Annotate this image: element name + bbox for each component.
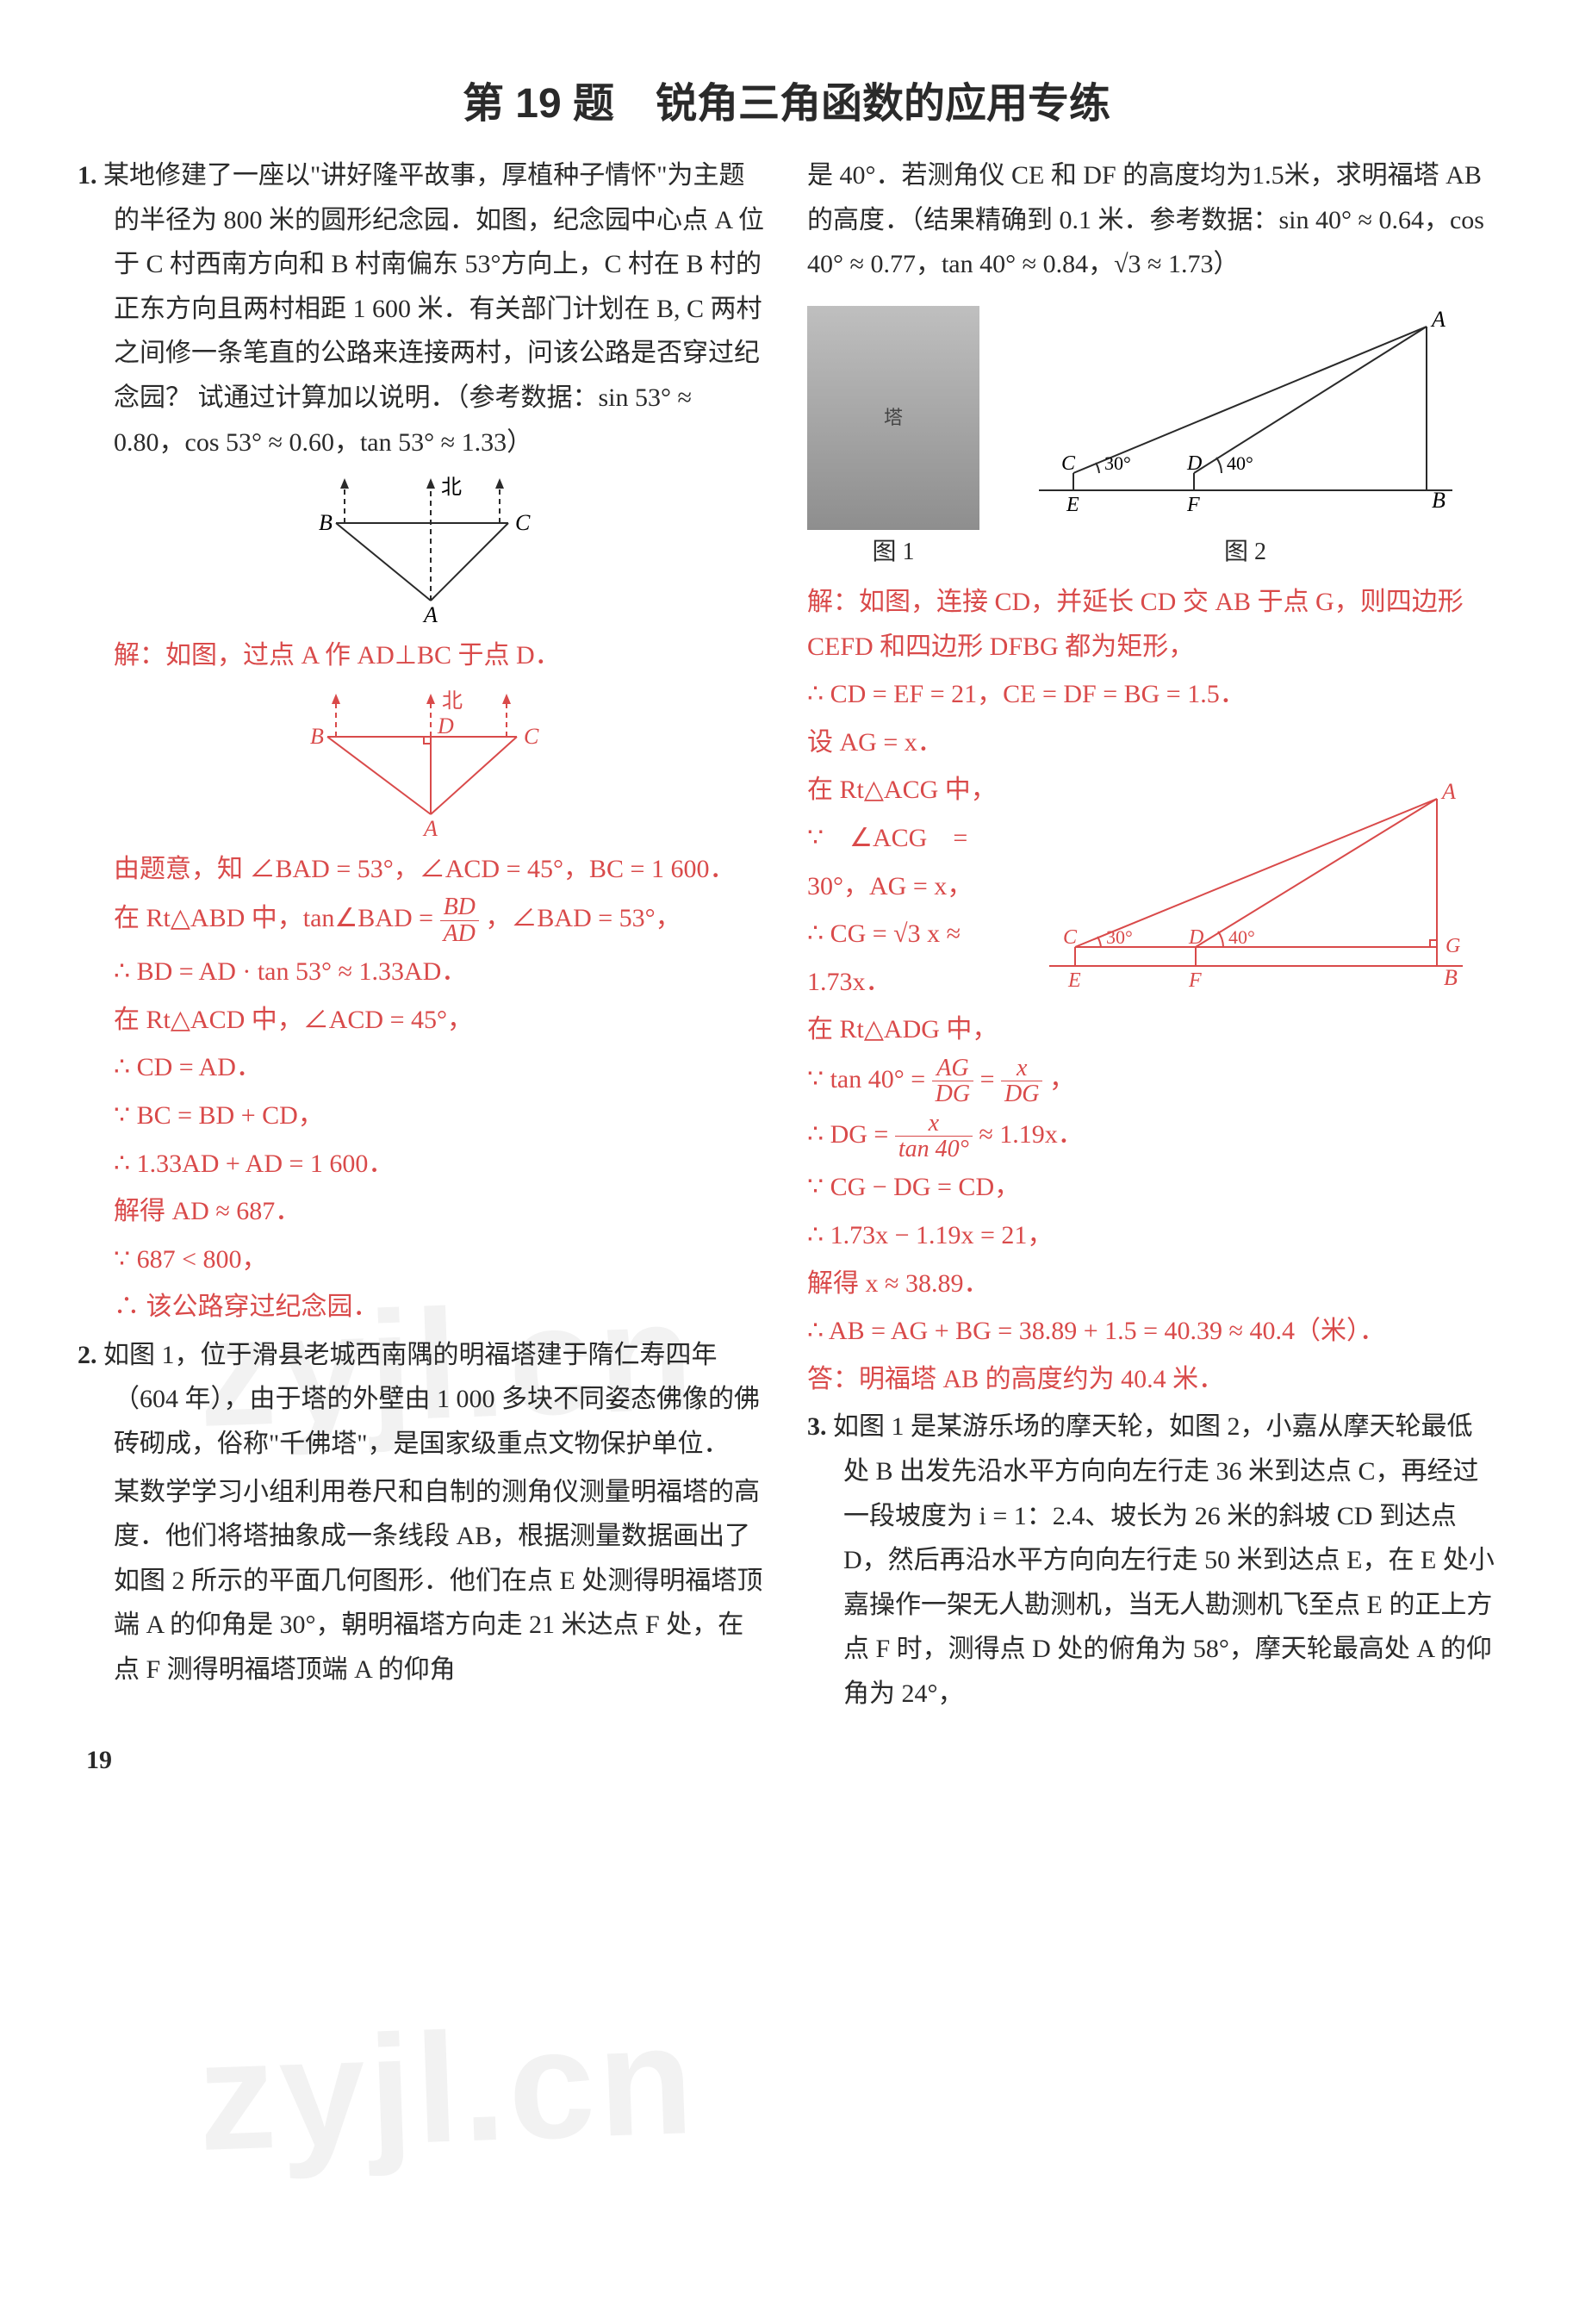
svg-text:A: A (1430, 307, 1446, 332)
solution-diagram: C D A B G E F 30° 40° (1016, 768, 1495, 1006)
diagram-1b: 北 B C D A (78, 685, 766, 840)
sol-lead-2: 解：如图，连接 CD，并延长 CD 交 AB 于点 G，则四边形 CEFD 和四… (807, 580, 1495, 669)
content-columns: 1. 某地修建了一座以"讲好隆平故事，厚植种子情怀"为主题的半径为 800 米的… (78, 153, 1495, 1720)
sol-line: 答：明福塔 AB 的高度约为 40.4 米． (807, 1357, 1495, 1402)
sol-line: 在 Rt△ACD 中，∠ACD = 45°， (78, 998, 766, 1043)
svg-text:C: C (515, 510, 531, 535)
fig2-label: 图 2 (995, 532, 1495, 573)
sol-line: ∴ CG = √3 x ≈ (807, 912, 1005, 956)
north-label: 北 (441, 476, 462, 499)
svg-text:F: F (1186, 494, 1200, 516)
svg-text:C: C (524, 724, 539, 749)
sol-line: ∵ CG − DG = CD， (807, 1165, 1495, 1210)
sol-line: ∵ tan 40° = AGDG = xDG ， (807, 1056, 1495, 1107)
problem-number: 1. (78, 161, 97, 190)
sol-line: ∴ 1.73x − 1.19x = 21， (807, 1213, 1495, 1258)
sol-line: 由题意，知 ∠BAD = 53°，∠ACD = 45°，BC = 1 600． (78, 847, 766, 892)
svg-text:D: D (1186, 452, 1202, 475)
sol-line: 解得 AD ≈ 687． (78, 1189, 766, 1234)
sol-line: 解得 x ≈ 38.89． (807, 1262, 1495, 1306)
problem-2-cont: 是 40°．若测角仪 CE 和 DF 的高度均为1.5米，求明福塔 AB 的高度… (807, 153, 1495, 287)
sol-line: ∴ 该公路穿过纪念园． (78, 1285, 766, 1330)
svg-text:30°: 30° (1106, 926, 1133, 948)
figure-2: C D A B E F 30° 40° 图 2 (995, 294, 1495, 573)
svg-text:40°: 40° (1227, 452, 1253, 474)
sol-line: ∵ BC = BD + CD， (78, 1093, 766, 1138)
problem-3: 3. 如图 1 是某游乐场的摩天轮，如图 2，小嘉从摩天轮最低处 B 出发先沿水… (807, 1405, 1495, 1716)
figure-1: 塔 图 1 (807, 306, 979, 573)
svg-text:B: B (319, 510, 333, 535)
svg-text:F: F (1188, 969, 1202, 992)
problem-1-body: 某地修建了一座以"讲好隆平故事，厚植种子情怀"为主题的半径为 800 米的圆形纪… (103, 161, 764, 457)
svg-text:40°: 40° (1228, 926, 1255, 948)
watermark: zyjl.cn (196, 1991, 699, 2186)
diagram-1a: 北 B C A (78, 471, 766, 626)
left-column: 1. 某地修建了一座以"讲好隆平故事，厚植种子情怀"为主题的半径为 800 米的… (78, 153, 766, 1720)
sol-line: 1.73x． (807, 960, 1005, 1005)
sol-line: 在 Rt△ADG 中， (807, 1007, 1005, 1052)
svg-text:G: G (1446, 935, 1460, 957)
svg-text:D: D (1188, 926, 1203, 949)
problem-2: 2. 如图 1，位于滑县老城西南隅的明福塔建于隋仁寿四年（604 年），由于塔的… (78, 1333, 766, 1467)
sol-line: 在 Rt△ABD 中，tan∠BAD = BDAD ，∠BAD = 53°， (78, 894, 766, 946)
svg-text:北: 北 (442, 689, 463, 713)
svg-text:D: D (437, 713, 454, 738)
sol-line: ∴ DG = xtan 40° ≈ 1.19x． (807, 1111, 1495, 1162)
problem-number: 2. (78, 1341, 97, 1369)
sol-line: ∴ CD = AD． (78, 1045, 766, 1090)
page-title: 第 19 题 锐角三角函数的应用专练 (78, 69, 1495, 129)
fig1-label: 图 1 (807, 532, 979, 573)
right-column: 是 40°．若测角仪 CE 和 DF 的高度均为1.5米，求明福塔 AB 的高度… (807, 153, 1495, 1720)
svg-text:A: A (422, 602, 438, 626)
svg-text:A: A (422, 816, 438, 840)
sol-line: ∴ AB = AG + BG = 38.89 + 1.5 = 40.39 ≈ 4… (807, 1309, 1495, 1354)
svg-text:E: E (1066, 494, 1079, 516)
svg-text:30°: 30° (1104, 452, 1131, 474)
page-number: 19 (86, 1746, 1495, 1775)
figure-row: 塔 图 1 C D A (807, 294, 1495, 573)
svg-text:B: B (1444, 965, 1458, 990)
svg-text:B: B (310, 724, 324, 749)
problem-1: 1. 某地修建了一座以"讲好隆平故事，厚植种子情怀"为主题的半径为 800 米的… (78, 153, 766, 464)
sol-line: 30°，AG = x， (807, 864, 1005, 909)
sol-line: ∴ BD = AD · tan 53° ≈ 1.33AD． (78, 950, 766, 994)
svg-text:C: C (1063, 926, 1078, 949)
sol-line: ∵ 687 < 800， (78, 1237, 766, 1282)
problem-2-intro: 如图 1，位于滑县老城西南隅的明福塔建于隋仁寿四年（604 年），由于塔的外壁由… (103, 1341, 760, 1458)
tower-image-placeholder: 塔 (807, 306, 979, 530)
sol-line: ∵ ∠ACG = (807, 816, 1005, 861)
sol-with-diagram: 在 Rt△ACG 中， ∵ ∠ACG = 30°，AG = x， ∴ CG = … (807, 768, 1495, 1056)
sol-line: 在 Rt△ACG 中， (807, 768, 1005, 813)
problem-number: 3. (807, 1412, 827, 1441)
svg-text:E: E (1067, 969, 1081, 992)
solution-lead: 解：如图，过点 A 作 AD⊥BC 于点 D． (78, 633, 766, 678)
problem-3-body: 如图 1 是某游乐场的摩天轮，如图 2，小嘉从摩天轮最低处 B 出发先沿水平方向… (833, 1412, 1495, 1708)
svg-text:A: A (1440, 779, 1456, 804)
svg-text:B: B (1432, 488, 1446, 513)
problem-2-body: 某数学学习小组利用卷尺和自制的测角仪测量明福塔的高度．他们将塔抽象成一条线段 A… (78, 1470, 766, 1692)
svg-text:C: C (1061, 452, 1076, 475)
sol-line: ∴ 1.33AD + AD = 1 600． (78, 1142, 766, 1187)
sol-line: 设 AG = x． (807, 720, 1495, 765)
sol-line: ∴ CD = EF = 21，CE = DF = BG = 1.5． (807, 672, 1495, 717)
